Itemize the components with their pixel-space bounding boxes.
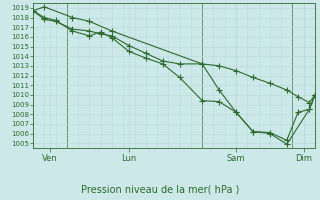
Text: Pression niveau de la mer( hPa ): Pression niveau de la mer( hPa ) bbox=[81, 184, 239, 194]
